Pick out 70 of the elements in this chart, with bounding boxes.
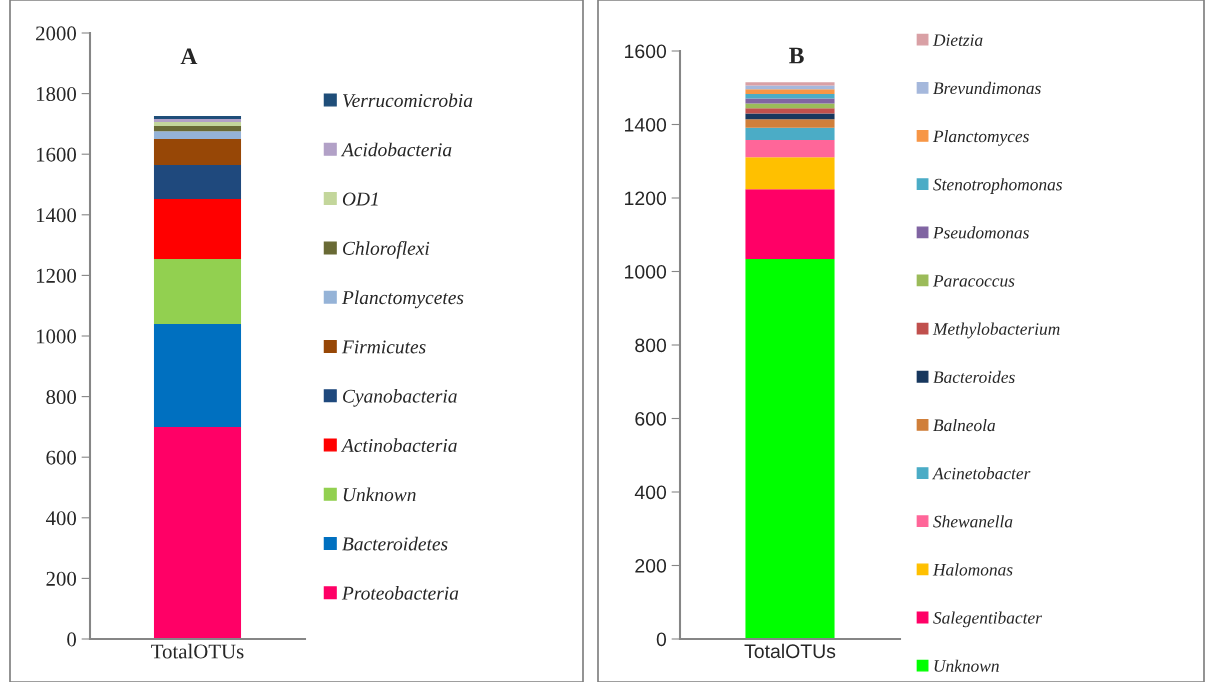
y-tick-label: 1600	[625, 44, 667, 59]
legend-label: Planctomyces	[932, 129, 1029, 146]
bar	[745, 113, 835, 120]
y-tick-label: 1400	[625, 117, 667, 132]
bar	[745, 108, 835, 114]
y-tick-label: 1200	[625, 191, 667, 206]
y-tick-label: 400	[45, 511, 77, 526]
y-tick-label: 800	[46, 389, 77, 405]
bar	[153, 139, 242, 166]
bar	[153, 199, 242, 260]
y-tick-label: 600	[46, 450, 77, 465]
bar	[745, 119, 835, 128]
chart-title: A	[180, 48, 198, 65]
y-tick-label: 400	[634, 485, 667, 500]
legend-label: OD1	[342, 192, 378, 206]
bar	[745, 89, 835, 94]
legend-label: Stenotrophomonas	[933, 178, 1063, 194]
legend-label: Unknown	[934, 659, 999, 672]
legend-label: Planctomycetes	[341, 290, 464, 309]
y-tick-label: 2000	[36, 26, 77, 41]
chart-title: B	[789, 47, 804, 64]
legend-label: Dietzia	[932, 34, 983, 46]
legend-label: Balneola	[933, 418, 996, 432]
legend-label: Cyanobacteria	[343, 389, 457, 407]
legend-label: Bacteroides	[933, 370, 1015, 384]
legend-label: Verrucomicrobia	[342, 93, 473, 108]
legend-label: Firmicutes	[341, 340, 426, 354]
bar	[745, 259, 835, 639]
legend-label: Methylobacterium	[932, 322, 1060, 339]
bar	[153, 131, 242, 140]
legend-label: Salegentibacter	[933, 611, 1042, 628]
y-tick-label: 200	[635, 558, 667, 573]
bar	[745, 82, 835, 86]
legend-label: Bacteroidetes	[342, 536, 448, 551]
bar	[745, 98, 835, 104]
legend-label: Brevundimonas	[933, 81, 1041, 95]
y-tick-label: 1600	[36, 147, 77, 162]
bar	[153, 126, 242, 132]
x-tick-label: TotalOTUs	[744, 643, 836, 659]
y-tick-label: 600	[635, 411, 667, 426]
legend-label: Pseudomonas	[932, 226, 1029, 239]
bar	[745, 94, 835, 99]
bar	[745, 157, 835, 190]
y-tick-label: 1400	[36, 208, 77, 223]
legend-label: Acinetobacter	[932, 467, 1031, 480]
y-tick-label: 1800	[36, 86, 77, 102]
bar	[153, 165, 242, 200]
legend-label: Unknown	[343, 487, 416, 502]
legend-label: Actinobacteria	[340, 438, 457, 453]
x-tick-label: TotalOTUs	[151, 643, 244, 659]
y-tick-label: 1200	[36, 268, 77, 283]
bar	[153, 323, 242, 427]
legend-label: Halomonas	[932, 563, 1013, 576]
y-tick-label: 1000	[36, 329, 77, 344]
legend-label: Chloroflexi	[343, 241, 430, 259]
y-tick-label: 1000	[625, 264, 667, 279]
bar	[153, 122, 242, 127]
bar	[153, 259, 242, 324]
legend-label: Proteobacteria	[341, 586, 459, 600]
legend-label: Paracoccus	[932, 275, 1015, 287]
y-tick-label: 800	[635, 338, 667, 353]
bar	[745, 127, 835, 140]
y-tick-label: 200	[46, 571, 77, 586]
y-tick-label: 0	[656, 632, 667, 647]
bar	[153, 426, 242, 639]
legend-label: Acidobacteria	[340, 142, 452, 157]
bar	[745, 139, 835, 158]
bar	[745, 189, 835, 259]
y-tick-label: 0	[67, 632, 77, 647]
legend-label: Shewanella	[933, 515, 1013, 528]
